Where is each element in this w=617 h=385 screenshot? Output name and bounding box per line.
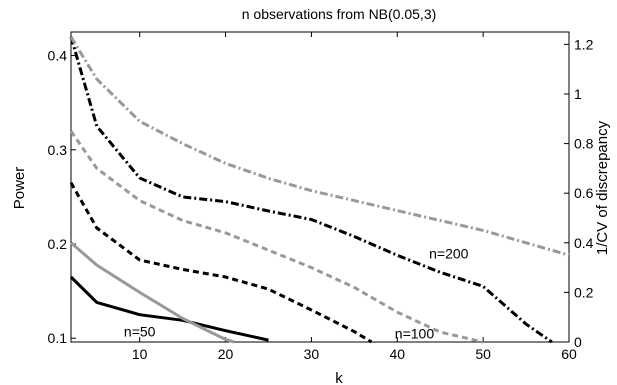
x-tick-label: 40 bbox=[389, 346, 405, 362]
series-line-6 bbox=[69, 36, 570, 257]
annotation-label: n=200 bbox=[429, 245, 469, 261]
x-tick-label: 10 bbox=[132, 346, 148, 362]
y-tick-label-right: 0.4 bbox=[574, 235, 594, 251]
y-tick-label-right: 1.2 bbox=[574, 36, 594, 52]
y-tick-label-right: 1 bbox=[574, 86, 582, 102]
y-tick-label-left: 0.2 bbox=[48, 236, 68, 252]
annotation-label: n=100 bbox=[395, 326, 435, 342]
series-line-4 bbox=[69, 130, 484, 344]
y-axis-label-left: Power bbox=[11, 167, 28, 210]
y-tick-label-left: 0.4 bbox=[48, 48, 68, 64]
y-tick-label-left: 0.1 bbox=[48, 330, 68, 346]
annotation-label: n=50 bbox=[124, 324, 156, 340]
y-tick-label-right: 0.8 bbox=[574, 136, 594, 152]
series-line-5 bbox=[69, 36, 553, 344]
y-tick-label-right: 0.6 bbox=[574, 185, 594, 201]
y-tick-label-left: 0.3 bbox=[48, 142, 68, 158]
chart-title: n observations from NB(0.05,3) bbox=[242, 6, 437, 22]
y-tick-label-right: 0 bbox=[574, 334, 582, 350]
x-tick-label: 60 bbox=[561, 346, 577, 362]
y-axis-label-right: 1/CV of discrepancy bbox=[594, 120, 611, 255]
x-tick-label: 20 bbox=[218, 346, 234, 362]
y-tick-label-right: 0.2 bbox=[574, 284, 594, 300]
x-axis-label: k bbox=[335, 370, 343, 385]
series-line-2 bbox=[70, 241, 235, 344]
series-line-3 bbox=[69, 182, 373, 344]
x-tick-label: 50 bbox=[475, 346, 491, 362]
plot-frame bbox=[70, 31, 570, 343]
series-line-1 bbox=[69, 275, 269, 342]
x-tick-label: 30 bbox=[304, 346, 320, 362]
